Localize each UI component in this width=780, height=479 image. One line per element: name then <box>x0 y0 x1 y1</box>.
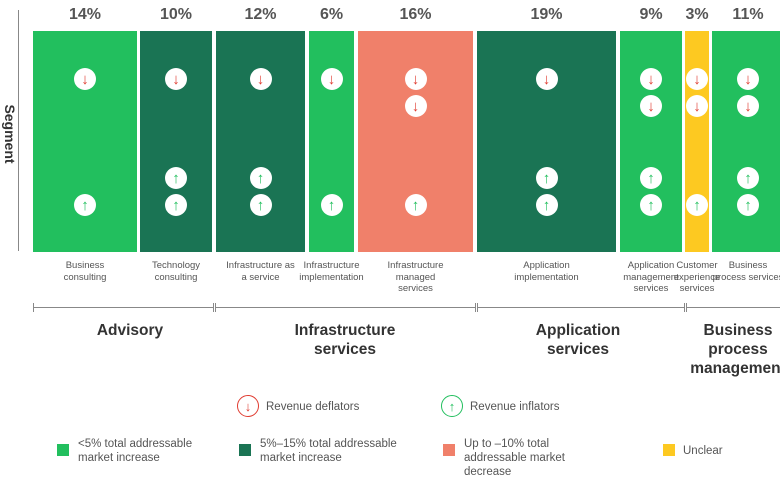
bar-0 <box>33 31 137 252</box>
value-label: 6% <box>319 6 344 23</box>
y-axis-line <box>18 10 19 251</box>
inflator-icon: ↑ <box>535 167 558 189</box>
inflator-legend-label: Revenue inflators <box>470 401 560 413</box>
category-label: Application management services <box>623 260 679 294</box>
group-label: Infrastructure services <box>294 322 396 358</box>
bracket-tick <box>475 303 476 312</box>
group-label: Business process management <box>690 322 780 377</box>
value-label: 14% <box>68 6 102 23</box>
deflator-icon: ↓ <box>737 95 759 117</box>
bracket-tick <box>33 303 34 312</box>
group-bracket <box>33 307 213 308</box>
value-label: 19% <box>530 6 563 23</box>
category-label: Customer experience services <box>673 260 721 294</box>
inflator-icon: ↑ <box>249 167 272 189</box>
deflator-icon: ↓ <box>640 95 662 117</box>
bracket-tick <box>684 303 685 312</box>
category-label: Infrastructure as a service <box>226 260 295 283</box>
deflator-legend-icon: ↓ <box>237 395 259 417</box>
bar-1 <box>140 31 212 252</box>
unclear-swatch <box>663 444 675 456</box>
inflator-icon: ↑ <box>640 167 662 189</box>
bar-3 <box>309 31 354 252</box>
value-label: 16% <box>399 6 432 23</box>
category-label: Infrastructure managed services <box>387 260 444 294</box>
value-label: 12% <box>244 6 277 23</box>
group-label: Application services <box>535 322 621 358</box>
inflator-icon: ↑ <box>686 194 708 216</box>
decrease-swatch <box>443 444 455 456</box>
inflator-icon: ↑ <box>737 194 759 216</box>
bracket-tick <box>213 303 214 312</box>
inflator-icon: ↑ <box>404 194 427 216</box>
inflator-icon: ↑ <box>535 194 558 216</box>
bar-7 <box>685 31 709 252</box>
mid-increase-label: 5%–15% total addressable market increase <box>260 438 397 464</box>
category-label: Business process services <box>712 260 780 283</box>
unclear-label: Unclear <box>683 445 723 457</box>
inflator-icon: ↑ <box>165 194 187 216</box>
inflator-icon: ↑ <box>640 194 662 216</box>
deflator-icon: ↓ <box>74 68 96 90</box>
category-label: Application implementation <box>514 260 579 283</box>
bar-8 <box>712 31 780 252</box>
deflator-icon: ↓ <box>320 68 343 90</box>
y-axis-label: Segment share <box>0 104 18 164</box>
category-label: Infrastructure implementation <box>299 260 364 283</box>
value-label: 3% <box>685 6 709 23</box>
mid-increase-swatch <box>239 444 251 456</box>
group-bracket <box>686 307 780 308</box>
bracket-tick <box>477 303 478 312</box>
group-bracket <box>215 307 475 308</box>
value-label: 9% <box>639 6 663 23</box>
bracket-tick <box>215 303 216 312</box>
bracket-tick <box>686 303 687 312</box>
deflator-icon: ↓ <box>404 68 427 90</box>
deflator-icon: ↓ <box>404 95 427 117</box>
bar-2 <box>216 31 305 252</box>
bar-6 <box>620 31 682 252</box>
inflator-icon: ↑ <box>320 194 343 216</box>
inflator-icon: ↑ <box>165 167 187 189</box>
deflator-icon: ↓ <box>737 68 759 90</box>
inflator-icon: ↑ <box>737 167 759 189</box>
group-bracket <box>477 307 684 308</box>
value-label: 11% <box>732 6 764 23</box>
inflator-icon: ↑ <box>249 194 272 216</box>
inflator-legend-icon: ↑ <box>441 395 463 417</box>
inflator-icon: ↑ <box>74 194 96 216</box>
bar-4 <box>358 31 473 252</box>
deflator-icon: ↓ <box>249 68 272 90</box>
deflator-icon: ↓ <box>686 95 708 117</box>
decrease-label: Up to –10% total addressable market decr… <box>464 438 565 478</box>
small-increase-label: <5% total addressable market increase <box>78 438 193 464</box>
category-label: Technology consulting <box>151 260 201 283</box>
category-label: Business consulting <box>63 260 107 283</box>
group-label: Advisory <box>96 322 164 339</box>
deflator-icon: ↓ <box>165 68 187 90</box>
deflator-legend-label: Revenue deflators <box>266 401 360 413</box>
small-increase-swatch <box>57 444 69 456</box>
deflator-icon: ↓ <box>640 68 662 90</box>
bar-5 <box>477 31 616 252</box>
value-label: 10% <box>159 6 193 23</box>
deflator-icon: ↓ <box>686 68 708 90</box>
deflator-icon: ↓ <box>535 68 558 90</box>
